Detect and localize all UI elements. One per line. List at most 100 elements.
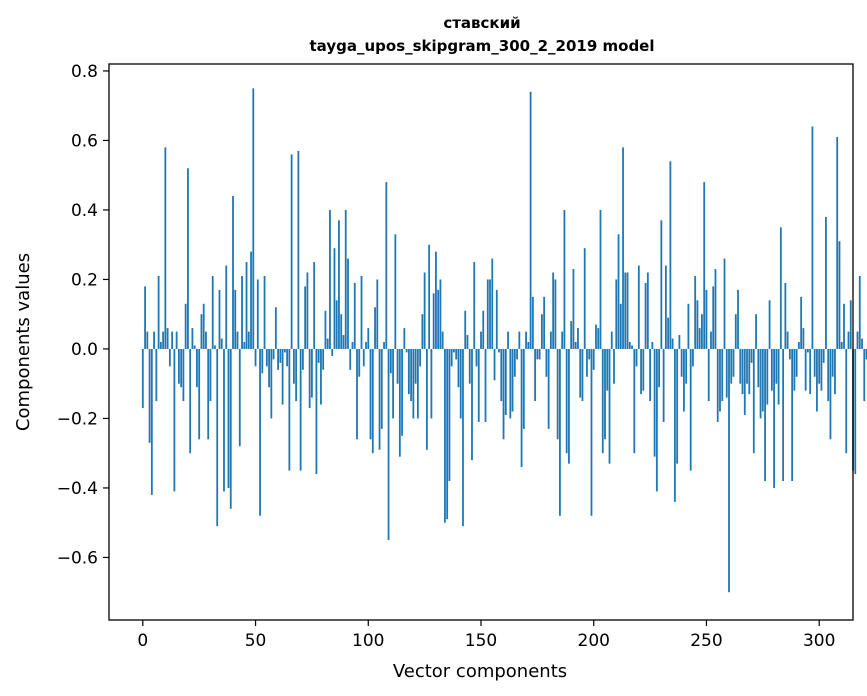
bar-44 [241,275,243,349]
bar-151 [482,310,485,349]
bar-195 [581,348,584,402]
bar-12 [168,348,171,367]
bar-310 [840,342,843,349]
bar-197 [586,348,588,377]
bar-222 [642,348,645,391]
bar-236 [673,348,676,502]
bar-115 [401,348,403,436]
bar-90 [344,209,347,349]
bar-220 [637,265,640,349]
bar-286 [786,331,789,349]
bar-100 [367,328,370,349]
bar-119 [410,348,413,402]
bar-24 [196,348,198,388]
bar-23 [193,345,196,349]
bar-121 [414,348,417,384]
bar-251 [707,348,710,402]
bar-152 [484,348,487,422]
bar-266 [741,348,744,395]
bar-92 [349,348,352,370]
bar-81 [324,310,327,349]
bar-18 [182,348,185,402]
bar-242 [687,303,690,349]
bar-27 [202,303,205,349]
bar-91 [347,258,349,349]
bar-57 [270,348,273,419]
bar-30 [209,348,212,402]
bar-297 [811,126,814,349]
bar-149 [477,348,480,422]
bar-191 [572,269,575,349]
bar-9 [162,331,165,349]
bar-276 [764,348,766,481]
bar-189 [568,348,570,464]
bar-48 [250,251,252,349]
x-tick-label: 0 [137,631,148,651]
bar-305 [829,348,832,440]
bar-231 [662,348,665,422]
bar-312 [845,348,848,454]
bar-275 [761,348,764,412]
bar-230 [660,220,663,349]
bar-284 [782,348,785,481]
bar-249 [703,182,706,349]
bar-247 [698,328,701,349]
bar-293 [802,328,805,349]
bar-108 [385,182,388,349]
bar-33 [216,348,219,527]
bar-105 [378,348,381,450]
bar-107 [383,342,385,349]
bar-314 [849,300,852,349]
bar-64 [286,348,289,367]
bar-214 [624,272,627,349]
bar-5 [153,331,155,349]
bar-198 [588,348,591,360]
bar-87 [338,220,340,349]
bar-49 [252,88,255,349]
bar-244 [692,348,694,367]
bar-272 [755,314,757,349]
bar-59 [274,307,277,349]
bar-129 [432,293,435,349]
bar-66 [290,154,293,349]
bar-35 [220,338,223,349]
x-tick-label: 300 [803,631,835,651]
bar-46 [245,262,248,349]
bar-320 [863,348,866,402]
bar-145 [468,348,471,384]
bar-243 [689,348,692,471]
bar-161 [504,348,507,415]
bar-253 [712,286,715,349]
bar-218 [633,348,636,454]
bar-70 [299,348,302,471]
bar-135 [446,348,449,520]
bar-77 [315,348,318,475]
bar-97 [360,275,363,349]
bar-137 [450,348,453,367]
bar-78 [317,348,320,363]
bar-246 [696,300,699,349]
bar-202 [597,328,600,349]
bar-111 [392,348,394,419]
bar-203 [599,209,602,349]
bar-130 [435,251,437,349]
bar-309 [838,241,841,349]
bar-281 [775,348,778,384]
bar-296 [809,348,812,395]
bar-248 [701,314,703,349]
bar-313 [847,331,850,349]
bar-83 [329,209,331,349]
bar-120 [412,348,415,419]
bar-75 [311,348,313,398]
bar-211 [617,234,620,349]
bar-263 [734,314,737,349]
bar-series [141,88,867,593]
bar-109 [387,348,390,541]
bar-102 [371,348,374,454]
bar-278 [768,300,771,349]
bar-112 [394,234,397,349]
bar-113 [396,348,399,384]
x-tick-label: 100 [352,631,384,651]
bar-274 [759,348,762,419]
